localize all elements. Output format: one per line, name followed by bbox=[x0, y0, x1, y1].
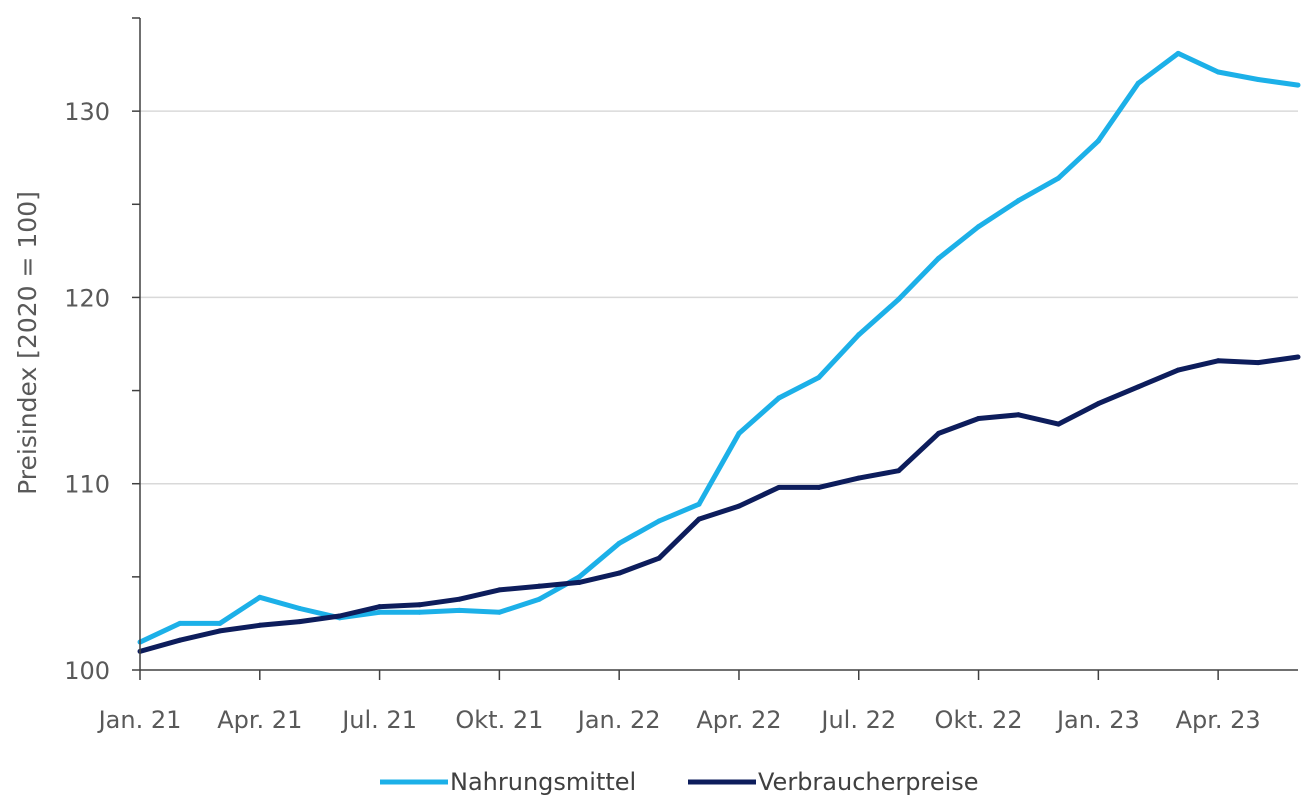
y-axis-title: Preisindex [2020 = 100] bbox=[13, 191, 42, 495]
data-point-verbraucherpreise bbox=[377, 604, 383, 610]
x-tick-label: Apr. 22 bbox=[696, 706, 781, 734]
data-point-verbraucherpreise bbox=[536, 583, 542, 589]
data-point-nahrungsmittel bbox=[1215, 69, 1221, 75]
y-tick-label: 120 bbox=[64, 284, 110, 312]
data-point-verbraucherpreise bbox=[1055, 421, 1061, 427]
data-point-verbraucherpreise bbox=[816, 484, 822, 490]
y-tick-label: 100 bbox=[64, 657, 110, 685]
data-point-verbraucherpreise bbox=[297, 619, 303, 625]
data-point-verbraucherpreise bbox=[576, 579, 582, 585]
data-point-verbraucherpreise bbox=[736, 503, 742, 509]
gridlines bbox=[140, 110, 1298, 485]
data-point-verbraucherpreise bbox=[257, 622, 263, 628]
x-tick-label: Apr. 21 bbox=[217, 706, 302, 734]
series-line-nahrungsmittel bbox=[138, 50, 1299, 645]
axes bbox=[132, 17, 1298, 680]
data-point-verbraucherpreise bbox=[616, 570, 622, 576]
data-point-verbraucherpreise bbox=[496, 587, 502, 593]
data-point-nahrungsmittel bbox=[377, 609, 383, 615]
series-lines bbox=[137, 50, 1301, 654]
data-point-nahrungsmittel bbox=[1095, 138, 1101, 144]
data-point-nahrungsmittel bbox=[656, 518, 662, 524]
x-tick-labels: Jan. 21 Apr. 21 Jul. 21 Okt. 21 Jan. 22 Apr. … bbox=[97, 706, 1261, 734]
data-point-verbraucherpreise bbox=[456, 596, 462, 602]
data-point-nahrungsmittel bbox=[217, 620, 223, 626]
data-point-nahrungsmittel bbox=[1175, 50, 1181, 56]
data-point-nahrungsmittel bbox=[177, 620, 183, 626]
data-point-verbraucherpreise bbox=[776, 484, 782, 490]
data-point-nahrungsmittel bbox=[1135, 80, 1141, 86]
x-tick-label: Okt. 22 bbox=[935, 706, 1023, 734]
legend: Nahrungsmittel Verbraucherpreise bbox=[380, 768, 979, 796]
y-tick-label: 110 bbox=[64, 471, 110, 499]
data-point-nahrungsmittel bbox=[417, 609, 423, 615]
x-tick-label: Okt. 21 bbox=[455, 706, 543, 734]
data-point-verbraucherpreise bbox=[856, 475, 862, 481]
data-point-nahrungsmittel bbox=[896, 296, 902, 302]
data-point-nahrungsmittel bbox=[1015, 198, 1021, 204]
data-point-verbraucherpreise bbox=[976, 416, 982, 422]
data-point-verbraucherpreise bbox=[656, 555, 662, 561]
data-point-verbraucherpreise bbox=[1135, 384, 1141, 390]
legend-label-nahrungsmittel: Nahrungsmittel bbox=[450, 768, 636, 796]
data-point-verbraucherpreise bbox=[1015, 412, 1021, 418]
data-point-verbraucherpreise bbox=[1295, 354, 1301, 360]
series-line-verbraucherpreise bbox=[139, 354, 1299, 654]
data-point-nahrungsmittel bbox=[696, 501, 702, 507]
data-point-nahrungsmittel bbox=[776, 395, 782, 401]
x-tick-label: Apr. 23 bbox=[1176, 706, 1261, 734]
data-point-verbraucherpreise bbox=[896, 468, 902, 474]
data-point-nahrungsmittel bbox=[1255, 76, 1261, 82]
y-tick-labels: 100 110 120 130 bbox=[64, 98, 110, 685]
x-tick-label: Jul. 22 bbox=[819, 706, 896, 734]
x-tick-label: Jan. 21 bbox=[97, 706, 182, 734]
data-point-nahrungsmittel bbox=[936, 255, 942, 261]
data-point-verbraucherpreise bbox=[1175, 367, 1181, 373]
data-point-nahrungsmittel bbox=[257, 594, 263, 600]
data-point-nahrungsmittel bbox=[856, 332, 862, 338]
y-tick-label: 130 bbox=[64, 98, 110, 126]
x-tick-label: Jul. 21 bbox=[340, 706, 417, 734]
data-point-verbraucherpreise bbox=[1255, 360, 1261, 366]
data-point-nahrungsmittel bbox=[576, 574, 582, 580]
data-point-nahrungsmittel bbox=[1295, 82, 1301, 88]
data-point-nahrungsmittel bbox=[816, 375, 822, 381]
data-point-verbraucherpreise bbox=[696, 516, 702, 522]
data-point-nahrungsmittel bbox=[496, 609, 502, 615]
data-point-verbraucherpreise bbox=[417, 602, 423, 608]
x-tick-label: Jan. 22 bbox=[576, 706, 661, 734]
data-point-verbraucherpreise bbox=[177, 637, 183, 643]
x-tick-label: Jan. 23 bbox=[1055, 706, 1140, 734]
data-point-nahrungsmittel bbox=[297, 606, 303, 612]
legend-label-verbraucherpreise: Verbraucherpreise bbox=[758, 768, 979, 796]
data-point-nahrungsmittel bbox=[536, 596, 542, 602]
data-point-nahrungsmittel bbox=[456, 607, 462, 613]
data-point-verbraucherpreise bbox=[337, 613, 343, 619]
data-point-nahrungsmittel bbox=[976, 224, 982, 230]
data-point-verbraucherpreise bbox=[217, 628, 223, 634]
data-point-nahrungsmittel bbox=[1055, 175, 1061, 181]
data-point-nahrungsmittel bbox=[736, 430, 742, 436]
data-point-verbraucherpreise bbox=[1215, 358, 1221, 364]
data-point-verbraucherpreise bbox=[936, 430, 942, 436]
data-point-nahrungsmittel bbox=[616, 540, 622, 546]
data-point-verbraucherpreise bbox=[1095, 401, 1101, 407]
